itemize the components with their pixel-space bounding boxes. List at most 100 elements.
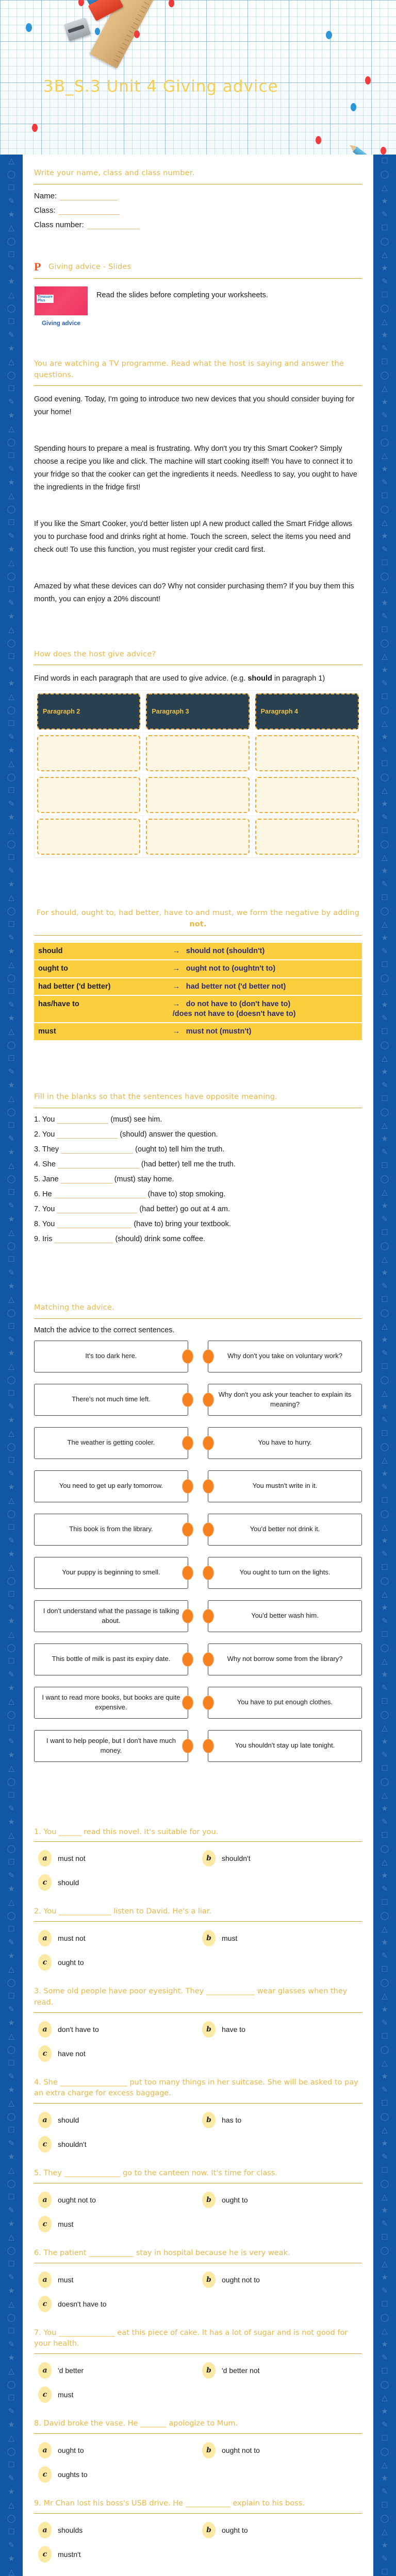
blank-input[interactable] [57, 1130, 118, 1139]
matching-card[interactable]: There's not much time left. [34, 1383, 193, 1416]
option-bubble-a[interactable]: a [38, 1850, 52, 1867]
option-bubble-a[interactable]: a [38, 2521, 52, 2538]
matching-card[interactable]: This bottle of milk is past its expiry d… [34, 1643, 193, 1675]
blank-input[interactable] [57, 1160, 139, 1168]
option-bubble-c[interactable]: c [38, 2466, 52, 2483]
option-bubble-c[interactable]: c [38, 2045, 52, 2062]
class-field-row[interactable]: Class: [34, 206, 362, 215]
mcq-option-a[interactable]: a ought to [34, 2442, 198, 2459]
blank-input[interactable] [57, 1115, 109, 1124]
option-bubble-c[interactable]: c [38, 2295, 52, 2312]
option-bubble-c[interactable]: c [38, 2386, 52, 2403]
mcq-option-b[interactable]: b has to [198, 2112, 362, 2129]
connector-dot-left[interactable] [182, 1695, 193, 1710]
matching-card[interactable]: Why don't you ask your teacher to explai… [203, 1383, 362, 1416]
matching-card[interactable]: You ought to turn on the lights. [203, 1556, 362, 1589]
answer-box[interactable] [146, 819, 250, 855]
name-field-row[interactable]: Name: [34, 192, 362, 200]
connector-dot-left[interactable] [182, 1392, 193, 1407]
connector-dot-right[interactable] [203, 1435, 214, 1450]
slide-caption[interactable]: Giving advice [42, 320, 80, 327]
mcq-option-a[interactable]: a must not [34, 1850, 198, 1867]
option-bubble-a[interactable]: a [38, 2191, 52, 2208]
matching-card[interactable]: Why don't you take on voluntary work? [203, 1340, 362, 1372]
mcq-option-b[interactable]: b 'd better not [198, 2362, 362, 2379]
mcq-option-a[interactable]: a don't have to [34, 2021, 198, 2038]
option-bubble-b[interactable]: b [202, 1930, 216, 1947]
connector-dot-left[interactable] [182, 1608, 193, 1623]
mcq-option-c[interactable]: c have not [34, 2045, 198, 2062]
option-bubble-b[interactable]: b [202, 2191, 216, 2208]
option-bubble-a[interactable]: a [38, 2362, 52, 2379]
option-bubble-c[interactable]: c [38, 2136, 52, 2153]
connector-dot-right[interactable] [203, 1349, 214, 1364]
matching-card[interactable]: You'd better not drink it. [203, 1513, 362, 1546]
mcq-option-b[interactable]: b must [198, 1930, 362, 1947]
name-input[interactable] [60, 193, 118, 200]
option-bubble-b[interactable]: b [202, 2442, 216, 2459]
option-bubble-a[interactable]: a [38, 2112, 52, 2129]
option-bubble-b[interactable]: b [202, 2112, 216, 2129]
option-bubble-c[interactable]: c [38, 2546, 52, 2563]
mcq-option-c[interactable]: c mustn't [34, 2546, 198, 2563]
connector-dot-left[interactable] [182, 1479, 193, 1494]
blank-input[interactable] [54, 1235, 113, 1243]
matching-card[interactable]: I want to help people, but I don't have … [34, 1730, 193, 1762]
matching-card[interactable]: I don't understand what the passage is t… [34, 1600, 193, 1632]
matching-card[interactable]: Why not borrow some from the library? [203, 1643, 362, 1675]
answer-box[interactable] [255, 735, 359, 772]
connector-dot-left[interactable] [182, 1652, 193, 1667]
class-number-field-row[interactable]: Class number: [34, 221, 362, 229]
option-bubble-b[interactable]: b [202, 2362, 216, 2379]
mcq-option-a[interactable]: a ought not to [34, 2191, 198, 2208]
option-bubble-b[interactable]: b [202, 2021, 216, 2038]
connector-dot-left[interactable] [182, 1522, 193, 1537]
connector-dot-left[interactable] [182, 1565, 193, 1580]
mcq-option-b[interactable]: b have to [198, 2021, 362, 2038]
mcq-option-c[interactable]: c must [34, 2386, 198, 2403]
connector-dot-right[interactable] [203, 1608, 214, 1623]
matching-card[interactable]: You mustn't write in it. [203, 1470, 362, 1502]
blank-input[interactable] [61, 1145, 134, 1154]
mcq-option-c[interactable]: c shouldn't [34, 2136, 198, 2153]
matching-card[interactable]: You shouldn't stay up late tonight. [203, 1730, 362, 1762]
connector-dot-right[interactable] [203, 1392, 214, 1407]
blank-input[interactable] [57, 1220, 132, 1228]
matching-card[interactable]: You have to hurry. [203, 1427, 362, 1459]
option-bubble-c[interactable]: c [38, 1954, 52, 1971]
connector-dot-right[interactable] [203, 1479, 214, 1494]
answer-box[interactable] [37, 735, 141, 772]
option-bubble-c[interactable]: c [38, 1874, 52, 1891]
slide-thumbnail[interactable]: Treasure Plus Giving advice [34, 285, 88, 327]
matching-card[interactable]: You have to put enough clothes. [203, 1686, 362, 1719]
mcq-option-a[interactable]: a must not [34, 1930, 198, 1947]
matching-card[interactable]: Your puppy is beginning to smell. [34, 1556, 193, 1589]
matching-card[interactable]: This book is from the library. [34, 1513, 193, 1546]
answer-box[interactable] [146, 735, 250, 772]
option-bubble-b[interactable]: b [202, 2521, 216, 2538]
slide-preview-image[interactable]: Treasure Plus [34, 285, 88, 316]
mcq-option-c[interactable]: c ought to [34, 1954, 198, 1971]
mcq-option-c[interactable]: c should [34, 1874, 198, 1891]
mcq-option-b[interactable]: b ought to [198, 2191, 362, 2208]
connector-dot-right[interactable] [203, 1565, 214, 1580]
matching-card[interactable]: It's too dark here. [34, 1340, 193, 1372]
blank-input[interactable] [60, 1175, 112, 1183]
blank-input[interactable] [54, 1190, 146, 1198]
matching-card[interactable]: I want to read more books, but books are… [34, 1686, 193, 1719]
connector-dot-left[interactable] [182, 1435, 193, 1450]
connector-dot-left[interactable] [182, 1349, 193, 1364]
mcq-option-b[interactable]: b ought not to [198, 2442, 362, 2459]
mcq-option-b[interactable]: b shouldn't [198, 1850, 362, 1867]
option-bubble-b[interactable]: b [202, 2271, 216, 2288]
option-bubble-a[interactable]: a [38, 1930, 52, 1947]
answer-box[interactable] [37, 819, 141, 855]
mcq-option-a[interactable]: a shoulds [34, 2521, 198, 2538]
matching-card[interactable]: You need to get up early tomorrow. [34, 1470, 193, 1502]
mcq-option-b[interactable]: b ought not to [198, 2271, 362, 2288]
blank-input[interactable] [57, 1205, 138, 1213]
connector-dot-right[interactable] [203, 1652, 214, 1667]
answer-box[interactable] [255, 777, 359, 814]
matching-card[interactable]: The weather is getting cooler. [34, 1427, 193, 1459]
mcq-option-c[interactable]: c doesn't have to [34, 2295, 198, 2312]
